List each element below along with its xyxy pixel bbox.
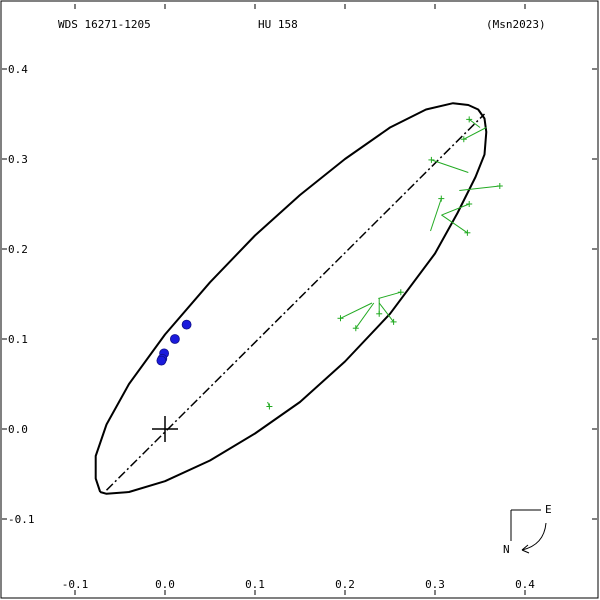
orbit-ellipse — [94, 102, 488, 495]
compass-north-label: N — [503, 543, 510, 556]
measurement-marker — [466, 116, 473, 123]
measurement-residual — [378, 291, 401, 299]
measurement-marker — [464, 229, 471, 236]
measurement-residual — [442, 203, 470, 216]
measurement-marker — [376, 310, 383, 317]
orbit-layer — [94, 102, 488, 495]
measurement-residual — [468, 119, 481, 128]
recent-point — [156, 355, 167, 366]
x-tick-label: -0.1 — [62, 578, 89, 591]
compass-arrow-head-icon — [521, 544, 530, 554]
x-tick-label: 0.2 — [335, 578, 355, 591]
y-tick-label: 0.1 — [8, 333, 28, 346]
measurement-marker — [460, 136, 467, 143]
measurement-residual — [431, 159, 469, 173]
measurement-marker — [428, 156, 435, 163]
x-tick-label: 0.4 — [515, 578, 535, 591]
x-tick-label: 0.3 — [425, 578, 445, 591]
measurement-residual — [378, 302, 394, 323]
measurement-residual — [463, 127, 487, 140]
x-tick-label: 0.1 — [245, 578, 265, 591]
header-center: HU 158 — [258, 18, 298, 31]
recent-point — [169, 334, 180, 344]
y-tick-label: 0.0 — [8, 423, 28, 436]
measurement-marker — [397, 289, 404, 296]
header-left: WDS 16271-1205 — [58, 18, 151, 31]
measurement-marker — [352, 325, 359, 332]
recent-points-layer — [156, 319, 192, 366]
compass: E N — [503, 503, 552, 556]
measurement-residual — [430, 198, 442, 232]
primary-star-layer — [152, 416, 178, 442]
measurement-residual — [340, 302, 373, 319]
measurement-marker — [337, 315, 344, 322]
measurement-residual — [355, 302, 375, 329]
compass-east-label: E — [545, 503, 552, 516]
axis-ticks: -0.1 0.0 0.1 0.2 0.3 0.4 0.4 0.3 0.2 0.1 0.0 -0.1 — [2, 4, 597, 595]
y-tick-label: 0.4 — [8, 63, 28, 76]
x-tick-label: 0.0 — [155, 578, 175, 591]
y-tick-label: 0.2 — [8, 243, 28, 256]
measurement-marker — [438, 195, 445, 202]
measurement-residual — [459, 185, 500, 191]
measurements-layer — [266, 116, 503, 410]
measurement-marker — [390, 318, 397, 325]
measurement-marker — [496, 183, 503, 189]
measurement-residual — [441, 214, 468, 234]
y-tick-label: -0.1 — [8, 513, 35, 526]
recent-point — [181, 319, 192, 330]
y-tick-label: 0.3 — [8, 153, 28, 166]
header-right: (Msn2023) — [486, 18, 546, 31]
compass-arrow-arc — [521, 522, 547, 551]
measurement-marker — [466, 201, 473, 207]
measurement-marker — [266, 403, 273, 410]
line-of-apsides — [105, 113, 486, 491]
